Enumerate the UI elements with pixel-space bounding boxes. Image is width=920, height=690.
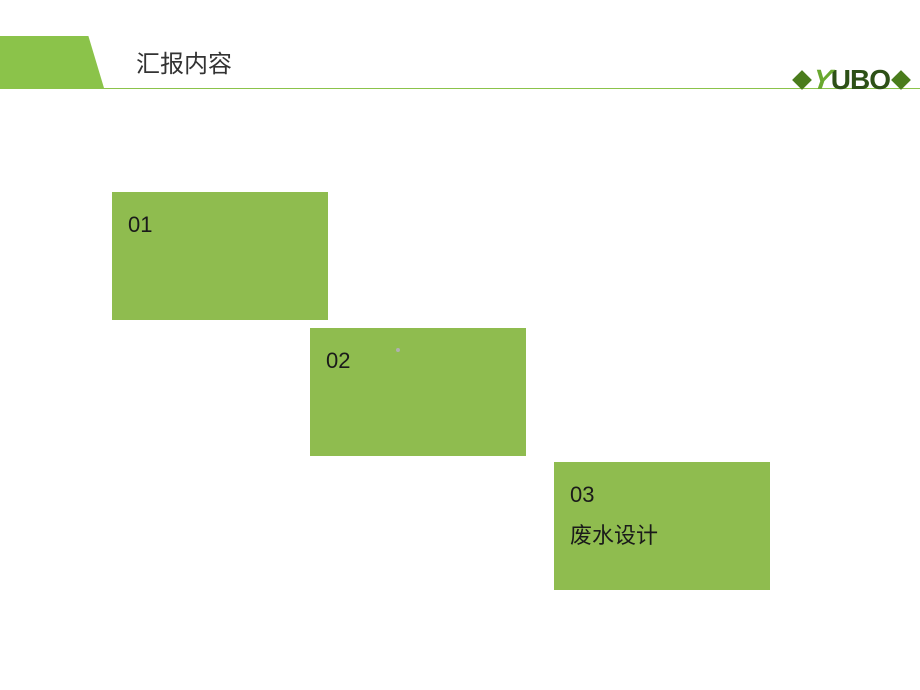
box-number: 02: [326, 348, 510, 374]
logo-diamond-right: [891, 70, 911, 90]
content-box-03: 03 废水设计: [554, 462, 770, 590]
logo-letter-u: U: [831, 64, 850, 96]
content-box-01: 01: [112, 192, 328, 320]
logo-letter-o: O: [869, 64, 890, 96]
logo-letter-b: B: [850, 64, 869, 96]
page-title: 汇报内容: [136, 44, 232, 79]
logo-letter-y: Y: [811, 64, 833, 96]
header-divider: [0, 88, 920, 89]
header-accent-shape: [0, 36, 104, 88]
box-label: 废水设计: [570, 518, 754, 550]
logo: Y U B O: [795, 64, 908, 96]
dot-marker: [396, 348, 400, 352]
logo-text: Y U B O: [813, 64, 890, 96]
logo-diamond-left: [792, 70, 812, 90]
content-box-02: 02: [310, 328, 526, 456]
box-number: 01: [128, 212, 312, 238]
box-number: 03: [570, 482, 754, 508]
